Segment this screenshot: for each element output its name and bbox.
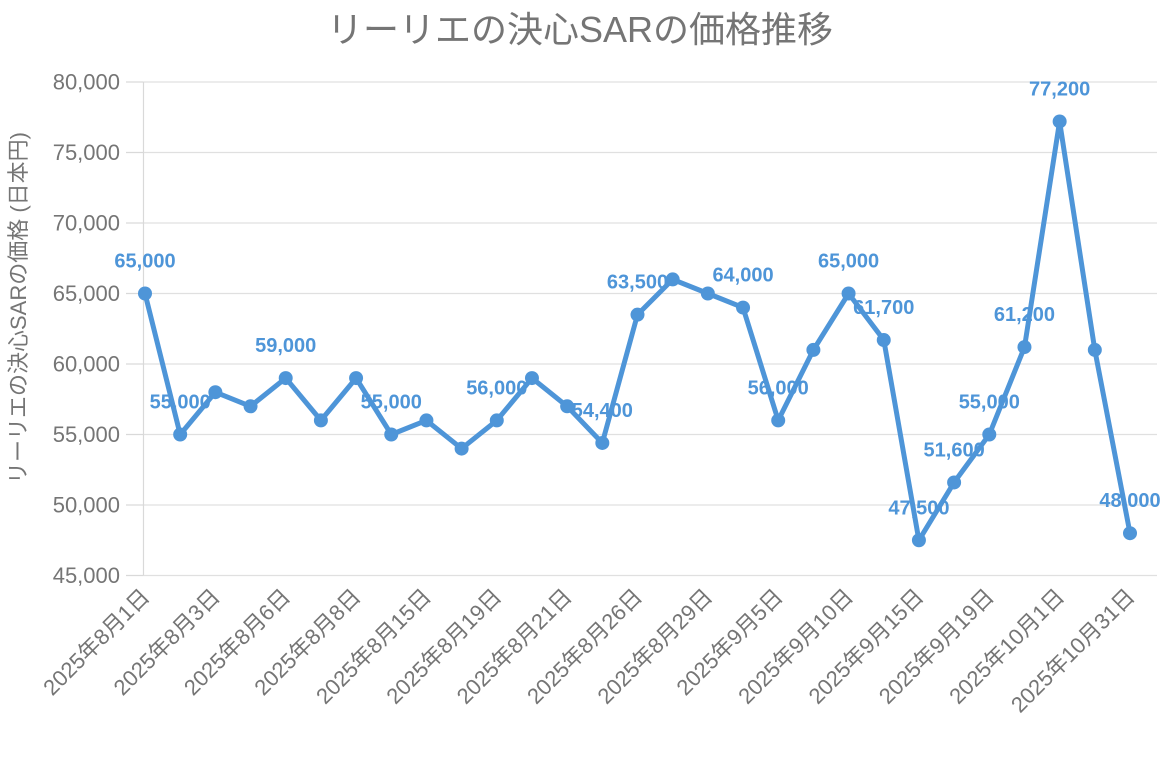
data-point-label: 54,400 [572, 400, 633, 422]
data-point [630, 307, 645, 322]
data-point-label: 59,000 [255, 335, 316, 357]
data-point [595, 435, 610, 450]
data-point-label: 64,000 [712, 265, 773, 287]
series-layer [138, 114, 1137, 548]
y-tick-label: 50,000 [53, 493, 120, 518]
data-point-label: 77,200 [1029, 78, 1090, 100]
y-tick-label: 65,000 [53, 281, 120, 306]
data-point [419, 413, 434, 428]
data-point [736, 300, 751, 315]
data-point-label: 56,000 [748, 377, 809, 399]
y-tick-label: 80,000 [53, 70, 120, 95]
y-tick-label: 75,000 [53, 140, 120, 165]
data-point [278, 371, 293, 386]
data-point [806, 342, 821, 357]
y-tick-label: 45,000 [53, 563, 120, 588]
data-point [243, 399, 258, 414]
data-point-label: 65,000 [818, 251, 879, 273]
data-point [489, 413, 504, 428]
data-point-label: 61,700 [853, 297, 914, 319]
data-point [454, 441, 469, 456]
y-tick-label: 55,000 [53, 422, 120, 447]
data-point [1052, 114, 1067, 129]
data-point [911, 533, 926, 548]
data-point [1017, 340, 1032, 355]
x-tick-label: 2025年10月31日 [1006, 584, 1140, 718]
y-tick-label: 60,000 [53, 352, 120, 377]
data-point-label: 56,000 [466, 377, 527, 399]
data-point [173, 427, 188, 442]
data-point-label: 47,500 [888, 497, 949, 519]
data-point-label: 55,000 [959, 392, 1020, 414]
data-point-label: 63,500 [607, 272, 668, 294]
data-point [841, 286, 856, 301]
data-point [982, 427, 997, 442]
data-point [876, 333, 891, 348]
data-point [313, 413, 328, 428]
data-point-label: 55,000 [361, 392, 422, 414]
price-line-series [142, 119, 1133, 543]
axes-layer [126, 81, 145, 577]
gridlines-layer [143, 81, 1157, 577]
data-point [349, 371, 364, 386]
data-point [524, 371, 539, 386]
data-point-label: 55,000 [150, 392, 211, 414]
labels-layer: 80,000 75,000 70,000 65,000 60,000 55,000 50,0… [38, 70, 1160, 718]
data-point [700, 286, 715, 301]
data-point-label: 65,000 [114, 251, 175, 273]
data-point [138, 286, 152, 301]
data-point [560, 399, 575, 414]
y-tick-label: 70,000 [53, 211, 120, 236]
chart-title: リーリエの決心SARの価格推移 [327, 9, 833, 50]
data-point-label: 61,200 [994, 304, 1055, 326]
data-point [665, 272, 680, 287]
data-point [947, 475, 962, 490]
data-point-label: 51,600 [924, 439, 985, 461]
data-point-label: 48,000 [1099, 490, 1160, 512]
data-point [384, 427, 399, 442]
y-axis-title: リーリエの決心SARの価格 (日本円) [6, 132, 31, 484]
data-point [1087, 342, 1102, 357]
data-point [1123, 526, 1137, 541]
data-point [771, 413, 786, 428]
data-point [208, 385, 223, 400]
